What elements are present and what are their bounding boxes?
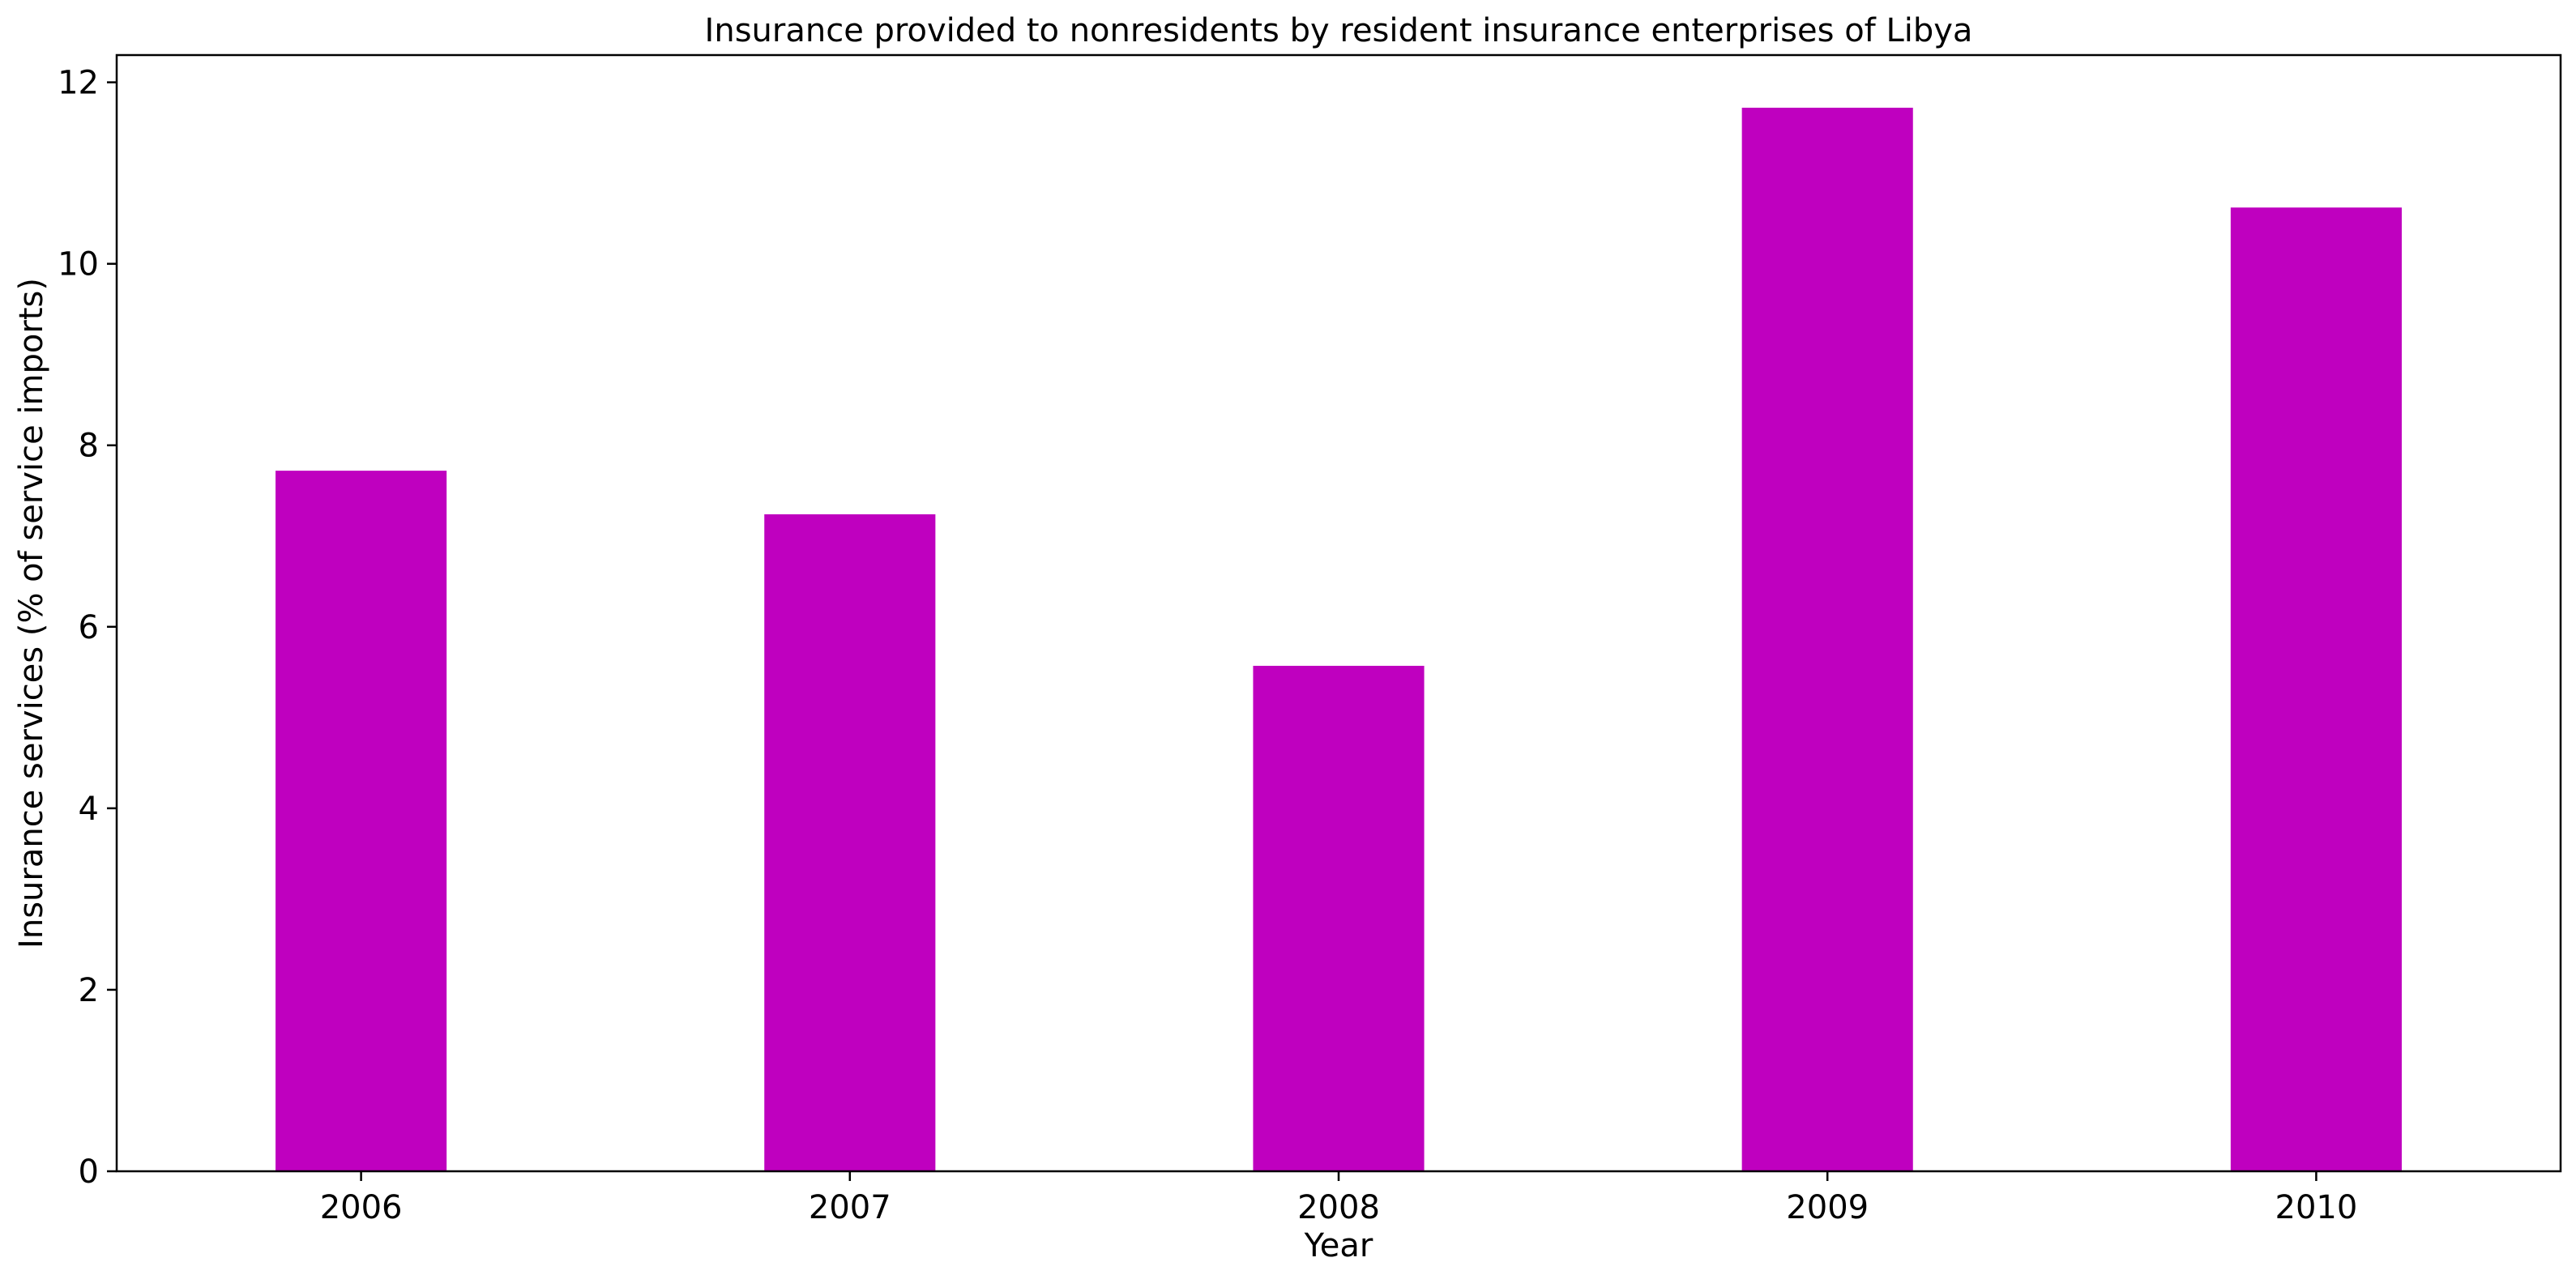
y-tick-label: 8 bbox=[79, 428, 99, 465]
y-tick-label: 10 bbox=[58, 246, 99, 284]
y-tick-label: 2 bbox=[79, 972, 99, 1009]
bars-group bbox=[276, 107, 2402, 1172]
y-tick-label: 4 bbox=[79, 791, 99, 828]
x-tick-label: 2007 bbox=[809, 1189, 891, 1226]
x-axis-label: Year bbox=[1304, 1227, 1373, 1264]
x-tick-label: 2009 bbox=[1786, 1189, 1869, 1226]
y-axis-label: Insurance services (% of service imports… bbox=[13, 278, 50, 949]
bar-2010 bbox=[2230, 207, 2402, 1172]
y-tick-label: 12 bbox=[58, 65, 99, 102]
y-tick-label: 0 bbox=[79, 1153, 99, 1191]
chart-title: Insurance provided to nonresidents by re… bbox=[705, 12, 1973, 49]
y-axis: 0 2 4 6 8 10 12 bbox=[58, 65, 117, 1191]
bar-2006 bbox=[276, 471, 447, 1171]
x-axis: 2006 2007 2008 2009 2010 bbox=[320, 1171, 2358, 1226]
x-tick-label: 2010 bbox=[2275, 1189, 2358, 1226]
bar-2009 bbox=[1741, 107, 1913, 1171]
bar-2008 bbox=[1253, 665, 1425, 1171]
y-tick-label: 6 bbox=[79, 609, 99, 646]
bar-2007 bbox=[764, 514, 936, 1171]
x-tick-label: 2006 bbox=[320, 1189, 403, 1226]
x-tick-label: 2008 bbox=[1297, 1189, 1380, 1226]
